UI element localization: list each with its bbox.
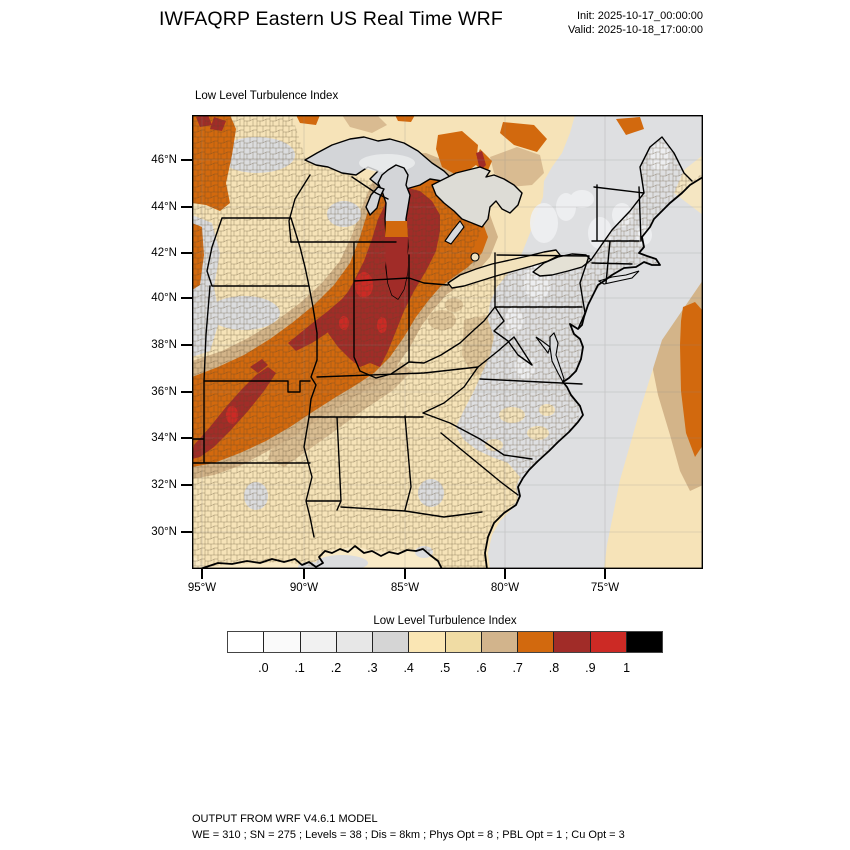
colorbar-cell xyxy=(481,632,518,652)
colorbar-tick-label: .7 xyxy=(512,661,523,675)
colorbar-tick-label: .2 xyxy=(330,661,342,675)
lon-tick-label: 90°W xyxy=(289,582,319,594)
lon-tick-label: 95°W xyxy=(187,582,217,594)
turbulence-map-canvas xyxy=(191,114,704,572)
coastline xyxy=(199,176,704,570)
valid-time: Valid: 2025-10-18_17:00:00 xyxy=(568,24,703,36)
state-borders xyxy=(191,136,693,538)
page-title: IWFAQRP Eastern US Real Time WRF xyxy=(158,8,504,30)
init-time: Init: 2025-10-17_00:00:00 xyxy=(577,10,703,22)
saginaw-bay xyxy=(444,220,465,245)
lat-tick xyxy=(181,391,192,393)
lat-tick xyxy=(181,437,192,439)
lon-tick xyxy=(201,569,203,579)
lake-huron xyxy=(431,166,523,228)
lon-tick xyxy=(303,569,305,579)
lat-tick xyxy=(181,484,192,486)
lat-tick-label: 44°N xyxy=(151,201,177,213)
colorbar-cell xyxy=(518,632,555,652)
colorbar-cell xyxy=(228,632,265,652)
colorbar-title: Low Level Turbulence Index xyxy=(373,615,517,627)
colorbar-tick-label: 1 xyxy=(623,661,631,675)
colorbar-cell xyxy=(336,632,373,652)
lon-tick xyxy=(604,569,606,579)
lon-tick xyxy=(404,569,406,579)
great-lakes xyxy=(304,136,592,300)
lat-tick xyxy=(181,297,192,299)
lon-tick-label: 75°W xyxy=(590,582,620,594)
lat-tick-label: 34°N xyxy=(151,432,177,444)
lon-tick-label: 80°W xyxy=(490,582,520,594)
colorbar-tick-label: .4 xyxy=(403,661,414,675)
colorbar-tick-label: .6 xyxy=(476,661,487,675)
lat-tick-label: 32°N xyxy=(151,479,177,491)
map-field-label: Low Level Turbulence Index xyxy=(195,90,339,102)
lat-tick xyxy=(181,159,192,161)
colorbar-tick-label: .5 xyxy=(439,661,451,675)
colorbar-cell xyxy=(554,632,591,652)
colorbar-cell xyxy=(445,632,482,652)
colorbar-cell xyxy=(626,632,662,652)
colorbar-cell xyxy=(264,632,301,652)
footer-line2: WE = 310 ; SN = 275 ; Levels = 38 ; Dis … xyxy=(192,828,625,841)
colorbar-cell xyxy=(373,632,410,652)
lat-tick-label: 46°N xyxy=(151,154,177,166)
lat-tick-label: 36°N xyxy=(151,386,177,398)
lat-tick-label: 40°N xyxy=(151,292,177,304)
lat-tick-label: 30°N xyxy=(151,526,177,538)
colorbar-cell xyxy=(409,632,446,652)
colorbar-tick-label: .3 xyxy=(367,661,378,675)
lat-tick xyxy=(181,531,192,533)
colorbar xyxy=(227,631,663,653)
run-times: Init: 2025-10-17_00:00:00 Valid: 2025-10… xyxy=(568,9,703,37)
lon-tick-label: 85°W xyxy=(390,582,420,594)
footer-line1: OUTPUT FROM WRF V4.6.1 MODEL xyxy=(192,813,378,825)
lat-tick-label: 42°N xyxy=(151,247,177,259)
footer-model-info: OUTPUT FROM WRF V4.6.1 MODEL WE = 310 ; … xyxy=(192,812,625,843)
county-boundaries xyxy=(192,115,703,569)
map-frame xyxy=(191,114,704,570)
lat-tick xyxy=(181,252,192,254)
lat-tick xyxy=(181,344,192,346)
colorbar-tick-label: .1 xyxy=(294,661,305,675)
lat-tick xyxy=(181,206,192,208)
turbulence-map xyxy=(191,114,704,572)
colorbar-cell xyxy=(300,632,337,652)
colorbar-tick-label: .8 xyxy=(548,661,560,675)
lake-st-clair xyxy=(470,252,480,262)
colorbar-cell xyxy=(590,632,627,652)
colorbar-tick-label: .9 xyxy=(585,661,596,675)
lon-tick xyxy=(504,569,506,579)
colorbar-tick-label: .0 xyxy=(258,661,269,675)
lat-tick-label: 38°N xyxy=(151,339,177,351)
